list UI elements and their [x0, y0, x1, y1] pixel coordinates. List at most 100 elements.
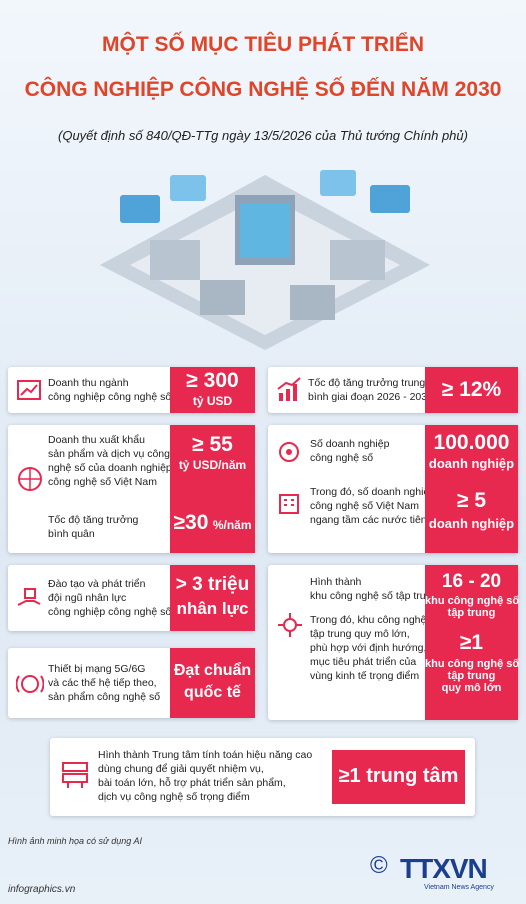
text-line: ≥ 300 [186, 369, 239, 392]
copyright: © [370, 852, 388, 879]
text-line: Doanh thu xuất khẩu [48, 434, 145, 446]
target-card: Hình thành Trung tâm tính toán hiệu năng… [50, 738, 475, 816]
target-value-box: > 3 triệu nhân lực [170, 565, 255, 631]
text-line: công nghiệp công nghệ số [48, 606, 172, 618]
agency-name: Vietnam News Agency [424, 884, 494, 891]
icon [18, 467, 42, 491]
target-text: Doanh thu xuất khẩu sản phẩm và dịch vụ c… [48, 433, 172, 489]
text-line: Doanh thu ngành [48, 377, 129, 389]
icon [279, 494, 299, 514]
illustration [100, 170, 430, 350]
text-line: quốc tế [184, 684, 241, 701]
icon [279, 442, 299, 462]
text-line: ≥1 [459, 631, 484, 654]
text-line: tập trung [447, 670, 496, 682]
text-line: công nghệ số [310, 452, 374, 464]
text-line: bình quân [48, 528, 95, 540]
text-line: Đào tạo và phát triển [48, 578, 146, 590]
text-line: sản phẩm công nghệ số [48, 691, 161, 703]
target-value-box: ≥1 trung tâm [332, 750, 465, 804]
footer-website: infographics.vn [8, 884, 76, 895]
text-line: Trong đó, khu công nghệ số [310, 614, 441, 626]
target-card: Tốc độ tăng trưởng trung bình giai đoạn 2… [268, 367, 518, 413]
text-line: bình giai đoạn 2026 - 2030 [308, 391, 433, 403]
text-line: sản phẩm và dịch vụ công [48, 448, 170, 460]
icon [62, 762, 88, 788]
text-line: và các thế hệ tiếp theo, [48, 677, 157, 689]
text-line: ngang tầm các nước tiên tiến [310, 514, 447, 526]
text-line: công nghiệp công nghệ số [48, 391, 172, 403]
text-line: công nghệ số Việt Nam [310, 500, 419, 512]
text-line: doanh nghiệp [428, 516, 515, 531]
text-line: nghệ số của doanh nghiệp [48, 462, 172, 474]
target-subtext: Trong đó, khu công nghệ số tập trung quy … [310, 613, 440, 683]
text-line: khu công nghệ số tập trung [310, 590, 438, 602]
target-text: Tốc độ tăng trưởng trung bình giai đoạn 2… [308, 376, 433, 404]
text-line: khu công nghệ số [425, 595, 520, 607]
icon [277, 377, 301, 401]
target-value-box: ≥ 300 tỷ USD [170, 367, 255, 413]
text-line: dùng chung để giải quyết nhiệm vụ, [98, 763, 264, 775]
text-line: dịch vụ công nghệ số trọng điểm [98, 791, 250, 803]
target-value-box: ≥ 12% [425, 367, 518, 413]
text-line: khu công nghệ số [425, 658, 520, 670]
target-text: Hình thành Trung tâm tính toán hiệu năng… [98, 748, 312, 804]
icon [16, 675, 44, 693]
text-line: Đạt chuẩn [173, 662, 252, 679]
text-line: %/năm [212, 518, 252, 532]
target-subtext: Tốc độ tăng trưởng bình quân [48, 513, 138, 541]
target-text: Đào tạo và phát triển đội ngũ nhân lực côn… [48, 577, 171, 619]
footer-note: Hình ảnh minh họa có sử dụng AI [8, 836, 142, 846]
text-line: 100.000 [433, 431, 510, 454]
text-line: mục tiêu phát triển của [310, 656, 417, 668]
target-text: Doanh thu ngành công nghiệp công nghệ số [48, 376, 171, 404]
text-line: quy mô lớn [441, 682, 502, 694]
text-line: bài toán lớn, hỗ trợ phát triển sản phẩm… [98, 777, 286, 789]
icon [17, 588, 41, 606]
target-value-box: 100.000 doanh nghiệp ≥ 5 doanh nghiệp [425, 425, 518, 553]
text-line: phù hợp với định hướng, [310, 642, 427, 654]
text-line: ≥30 [173, 511, 209, 534]
icon [278, 613, 302, 637]
target-card: Doanh thu ngành công nghiệp công nghệ số … [8, 367, 255, 413]
text-line: ≥1 trung tâm [338, 765, 459, 787]
text-line: nhân lực [176, 599, 249, 618]
title-line: CÔNG NGHIỆP CÔNG NGHỆ SỐ ĐẾN NĂM 2030 [24, 78, 502, 101]
target-text: Số doanh nghiệp công nghệ số [310, 437, 389, 465]
text-line: tỷ USD/năm [178, 458, 247, 472]
text-line: Thiết bị mạng 5G/6G [48, 663, 146, 675]
text-line: > 3 triệu [175, 574, 250, 595]
text-line: Tốc độ tăng trưởng [48, 514, 139, 526]
text-line: ≥ 12% [441, 378, 502, 401]
text-line: Trong đó, số doanh nghiệp [310, 486, 436, 498]
target-card: Hình thành khu công nghệ số tập trung Tro… [268, 565, 520, 720]
text-line: tập trung [447, 607, 496, 619]
text-line: công nghệ số Việt Nam [48, 476, 157, 488]
text-line: Hình thành Trung tâm tính toán hiệu năng… [98, 749, 313, 761]
target-value-box: 16 - 20 khu công nghệ số tập trung ≥1 khu c… [425, 565, 520, 720]
text-line: vùng kinh tế trọng điểm [310, 670, 420, 682]
text-line: doanh nghiệp [428, 456, 515, 471]
target-value-box: Đạt chuẩn quốc tế [170, 648, 255, 718]
text-line: Hình thành [310, 576, 362, 588]
text-line: tỷ USD [192, 394, 233, 408]
text-line: 16 - 20 [441, 571, 502, 592]
target-card: Thiết bị mạng 5G/6G và các thế hệ tiếp th… [8, 648, 255, 718]
logo: TTXVN [400, 853, 488, 884]
target-text: Thiết bị mạng 5G/6G và các thế hệ tiếp th… [48, 662, 160, 704]
text-line: ≥ 55 [192, 433, 233, 456]
target-card: Doanh thu xuất khẩu sản phẩm và dịch vụ c… [8, 425, 255, 553]
target-card: Số doanh nghiệp công nghệ số Trong đó, số… [268, 425, 518, 553]
title-line: MỘT SỐ MỤC TIÊU PHÁT TRIỂN [102, 33, 424, 56]
target-card: Đào tạo và phát triển đội ngũ nhân lực côn… [8, 565, 255, 631]
text-line: Số doanh nghiệp [310, 438, 390, 450]
text-line: Tốc độ tăng trưởng trung [308, 377, 426, 389]
text-line: ≥ 5 [456, 489, 487, 512]
text-line: đội ngũ nhân lực [48, 592, 127, 604]
target-value-box: ≥ 55 tỷ USD/năm ≥30 %/năm [170, 425, 255, 553]
icon [17, 380, 41, 400]
text-line: tập trung quy mô lớn, [310, 628, 410, 640]
target-subtext: Trong đó, số doanh nghiệp công nghệ số Vi… [310, 485, 447, 527]
target-text: Hình thành khu công nghệ số tập trung [310, 575, 437, 603]
